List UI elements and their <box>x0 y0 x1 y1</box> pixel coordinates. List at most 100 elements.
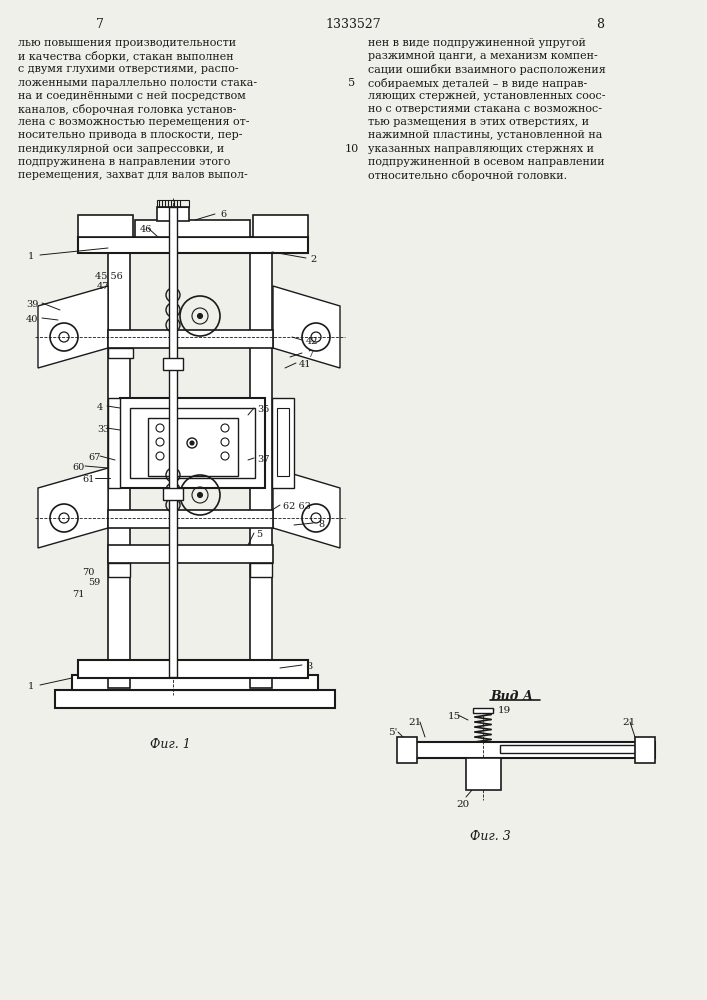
Bar <box>78 660 308 678</box>
Bar <box>108 510 273 528</box>
Text: 1: 1 <box>28 682 34 691</box>
Text: каналов, сборочная головка установ-: каналов, сборочная головка установ- <box>18 104 236 115</box>
Text: нажимной пластины, установленной на: нажимной пластины, установленной на <box>368 130 602 140</box>
Text: 67: 67 <box>88 453 100 462</box>
Text: 5: 5 <box>349 78 356 88</box>
Text: 41: 41 <box>299 360 312 369</box>
Bar <box>108 545 273 563</box>
Bar <box>157 200 189 207</box>
Text: Вид А: Вид А <box>490 690 533 703</box>
Bar <box>277 408 289 476</box>
Bar <box>72 675 318 690</box>
Bar <box>78 237 308 253</box>
Bar <box>78 215 133 237</box>
Text: 42: 42 <box>306 337 318 346</box>
Text: тью размещения в этих отверстиях, и: тью размещения в этих отверстиях, и <box>368 117 589 127</box>
Bar <box>130 408 255 478</box>
Text: ляющих стержней, установленных соос-: ляющих стержней, установленных соос- <box>368 91 605 101</box>
Bar <box>250 563 272 577</box>
Text: 10: 10 <box>345 144 359 154</box>
Bar <box>108 563 130 577</box>
Bar <box>120 398 265 488</box>
Polygon shape <box>38 468 108 548</box>
Bar <box>108 348 133 358</box>
Text: 21: 21 <box>622 718 636 727</box>
Text: и качества сборки, стакан выполнен: и качества сборки, стакан выполнен <box>18 51 233 62</box>
Text: 7: 7 <box>96 18 104 31</box>
Text: 37: 37 <box>257 455 269 464</box>
Text: сации ошибки взаимного расположения: сации ошибки взаимного расположения <box>368 64 606 75</box>
Text: 35: 35 <box>257 405 269 414</box>
Text: 1333527: 1333527 <box>325 18 381 31</box>
Text: с двумя глухими отверстиями, распо-: с двумя глухими отверстиями, распо- <box>18 64 239 74</box>
Text: 4: 4 <box>97 403 103 412</box>
Bar <box>163 358 183 370</box>
Text: Фиг. 3: Фиг. 3 <box>469 830 510 843</box>
Text: 21: 21 <box>408 718 421 727</box>
Text: ложенными параллельно полости стака-: ложенными параллельно полости стака- <box>18 78 257 88</box>
Bar <box>397 737 417 763</box>
Text: 40: 40 <box>26 315 38 324</box>
Circle shape <box>190 441 194 445</box>
Text: нен в виде подпружиненной упругой: нен в виде подпружиненной упругой <box>368 38 586 48</box>
Circle shape <box>197 314 202 318</box>
Bar <box>108 398 120 488</box>
Text: 8: 8 <box>318 520 324 529</box>
Bar <box>163 488 183 500</box>
Text: 47: 47 <box>97 282 110 291</box>
Polygon shape <box>38 286 108 368</box>
Text: 33: 33 <box>97 425 110 434</box>
Text: указанных направляющих стержнях и: указанных направляющих стержнях и <box>368 144 594 154</box>
Text: 2: 2 <box>310 255 316 264</box>
Text: 15: 15 <box>448 712 461 721</box>
Bar <box>635 737 655 763</box>
Bar <box>500 745 635 753</box>
Text: 45 56: 45 56 <box>95 272 123 281</box>
Text: 71: 71 <box>72 590 85 599</box>
Text: лена с возможностью перемещения от-: лена с возможностью перемещения от- <box>18 117 250 127</box>
Text: относительно сборочной головки.: относительно сборочной головки. <box>368 170 567 181</box>
Bar <box>473 708 493 713</box>
Bar <box>157 207 189 221</box>
Text: пендикулярной оси запрессовки, и: пендикулярной оси запрессовки, и <box>18 144 224 154</box>
Text: подпружинена в направлении этого: подпружинена в направлении этого <box>18 157 230 167</box>
Text: подпружиненной в осевом направлении: подпружиненной в осевом направлении <box>368 157 604 167</box>
Polygon shape <box>273 286 340 368</box>
Text: перемещения, захват для валов выпол-: перемещения, захват для валов выпол- <box>18 170 247 180</box>
Text: 60: 60 <box>72 463 84 472</box>
Text: Фиг. 1: Фиг. 1 <box>150 738 190 751</box>
Text: 62 63: 62 63 <box>283 502 311 511</box>
Text: 39: 39 <box>26 300 38 309</box>
Text: 61: 61 <box>82 475 94 484</box>
Text: собираемых деталей – в виде направ-: собираемых деталей – в виде направ- <box>368 78 588 89</box>
Text: лью повышения производительности: лью повышения производительности <box>18 38 236 48</box>
Bar <box>108 330 273 348</box>
Bar <box>108 248 130 688</box>
Text: 8: 8 <box>596 18 604 31</box>
Text: 6: 6 <box>220 210 226 219</box>
Text: 59: 59 <box>88 578 100 587</box>
Text: 5: 5 <box>256 530 262 539</box>
Bar <box>169 207 177 677</box>
Text: 20: 20 <box>456 800 469 809</box>
Text: 1: 1 <box>28 252 34 261</box>
Text: 7: 7 <box>307 350 313 359</box>
Bar <box>55 690 335 708</box>
Bar <box>272 398 294 488</box>
Bar <box>135 220 250 237</box>
Circle shape <box>197 492 202 497</box>
Bar <box>148 418 238 476</box>
Polygon shape <box>273 468 340 548</box>
Bar <box>466 758 501 790</box>
Text: 70: 70 <box>82 568 94 577</box>
Text: 3: 3 <box>306 662 312 671</box>
Text: на и соединёнными с ней посредством: на и соединёнными с ней посредством <box>18 91 246 101</box>
Text: 19: 19 <box>498 706 511 715</box>
Bar <box>400 742 655 758</box>
Text: 5': 5' <box>388 728 397 737</box>
Text: носительно привода в плоскости, пер-: носительно привода в плоскости, пер- <box>18 130 243 140</box>
Bar <box>250 248 272 688</box>
Text: но с отверстиями стакана с возможнос-: но с отверстиями стакана с возможнос- <box>368 104 602 114</box>
Bar <box>253 215 308 237</box>
Text: 46: 46 <box>140 225 153 234</box>
